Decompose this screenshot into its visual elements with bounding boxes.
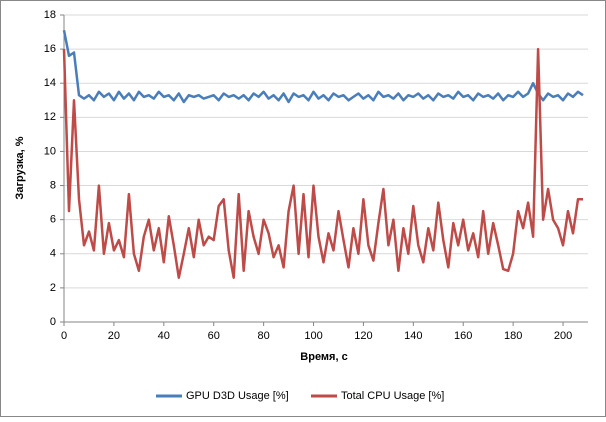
y-tick-label: 10 <box>44 145 56 157</box>
x-tick-label: 140 <box>404 330 422 342</box>
y-axis-title: Загрузка, % <box>14 136 26 199</box>
series-line <box>62 47 583 279</box>
x-tick-label: 100 <box>304 330 322 342</box>
legend-label: Total CPU Usage [%] <box>341 390 444 402</box>
legend-label: GPU D3D Usage [%] <box>186 390 289 402</box>
x-tick-label: 20 <box>108 330 120 342</box>
x-tick-label: 180 <box>504 330 522 342</box>
x-tick-label: 0 <box>61 330 67 342</box>
y-tick-label: 6 <box>50 214 56 226</box>
x-tick-label: 80 <box>257 330 269 342</box>
x-tick-label: 60 <box>208 330 220 342</box>
x-axis-title: Время, с <box>300 351 347 363</box>
y-tick-label: 2 <box>50 282 56 294</box>
y-tick-label: 14 <box>44 77 56 89</box>
series-line <box>62 30 584 104</box>
x-tick-label: 200 <box>554 330 572 342</box>
y-tick-label: 4 <box>50 248 56 260</box>
y-tick-label: 16 <box>44 43 56 55</box>
y-tick-label: 12 <box>44 111 56 123</box>
x-tick-label: 40 <box>158 330 170 342</box>
x-tick-label: 160 <box>454 330 472 342</box>
y-tick-label: 8 <box>50 179 56 191</box>
y-tick-label: 0 <box>50 316 56 328</box>
x-tick-label: 120 <box>354 330 372 342</box>
y-tick-label: 18 <box>44 9 56 21</box>
